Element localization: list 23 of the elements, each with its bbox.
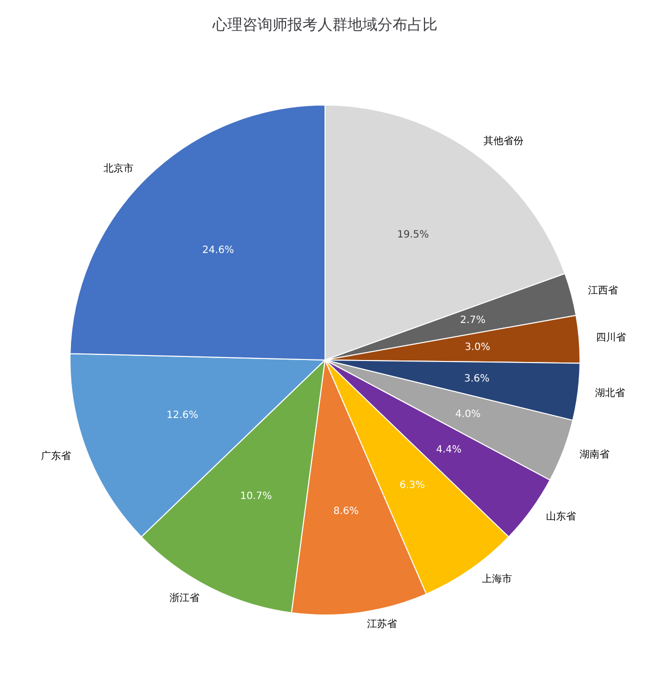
chart-title: 心理咨询师报考人群地域分布占比 [212, 16, 438, 34]
slice-label: 湖北省 [594, 386, 625, 399]
slice-label: 浙江省 [170, 592, 200, 604]
slice-label: 山东省 [546, 510, 576, 522]
slice-label: 上海市 [482, 572, 512, 585]
data-label: 8.6% [333, 506, 359, 518]
data-label: 12.6% [166, 410, 198, 421]
data-label: 3.6% [464, 374, 490, 385]
data-label: 24.6% [202, 244, 234, 256]
data-label: 3.0% [464, 342, 490, 354]
slice-label: 江苏省 [366, 618, 397, 630]
slice-label: 江西省 [588, 284, 618, 297]
data-label: 19.5% [397, 229, 429, 240]
data-label: 10.7% [240, 491, 272, 502]
data-label: 4.4% [436, 444, 462, 456]
slice-label: 广东省 [41, 450, 72, 462]
slice-label: 其他省份 [484, 135, 524, 148]
slice-label: 湖南省 [579, 448, 610, 461]
slice-label: 四川省 [596, 332, 626, 344]
data-label: 4.0% [455, 409, 481, 420]
slice-label: 北京市 [104, 162, 134, 174]
data-label: 6.3% [399, 480, 425, 492]
data-label: 2.7% [460, 315, 486, 326]
